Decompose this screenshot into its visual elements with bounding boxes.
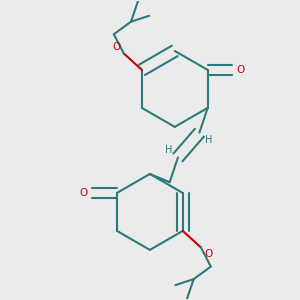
Text: O: O xyxy=(80,188,88,198)
Text: O: O xyxy=(112,42,120,52)
Text: O: O xyxy=(204,249,212,259)
Text: H: H xyxy=(165,145,173,155)
Text: O: O xyxy=(237,65,245,75)
Text: H: H xyxy=(205,135,212,145)
